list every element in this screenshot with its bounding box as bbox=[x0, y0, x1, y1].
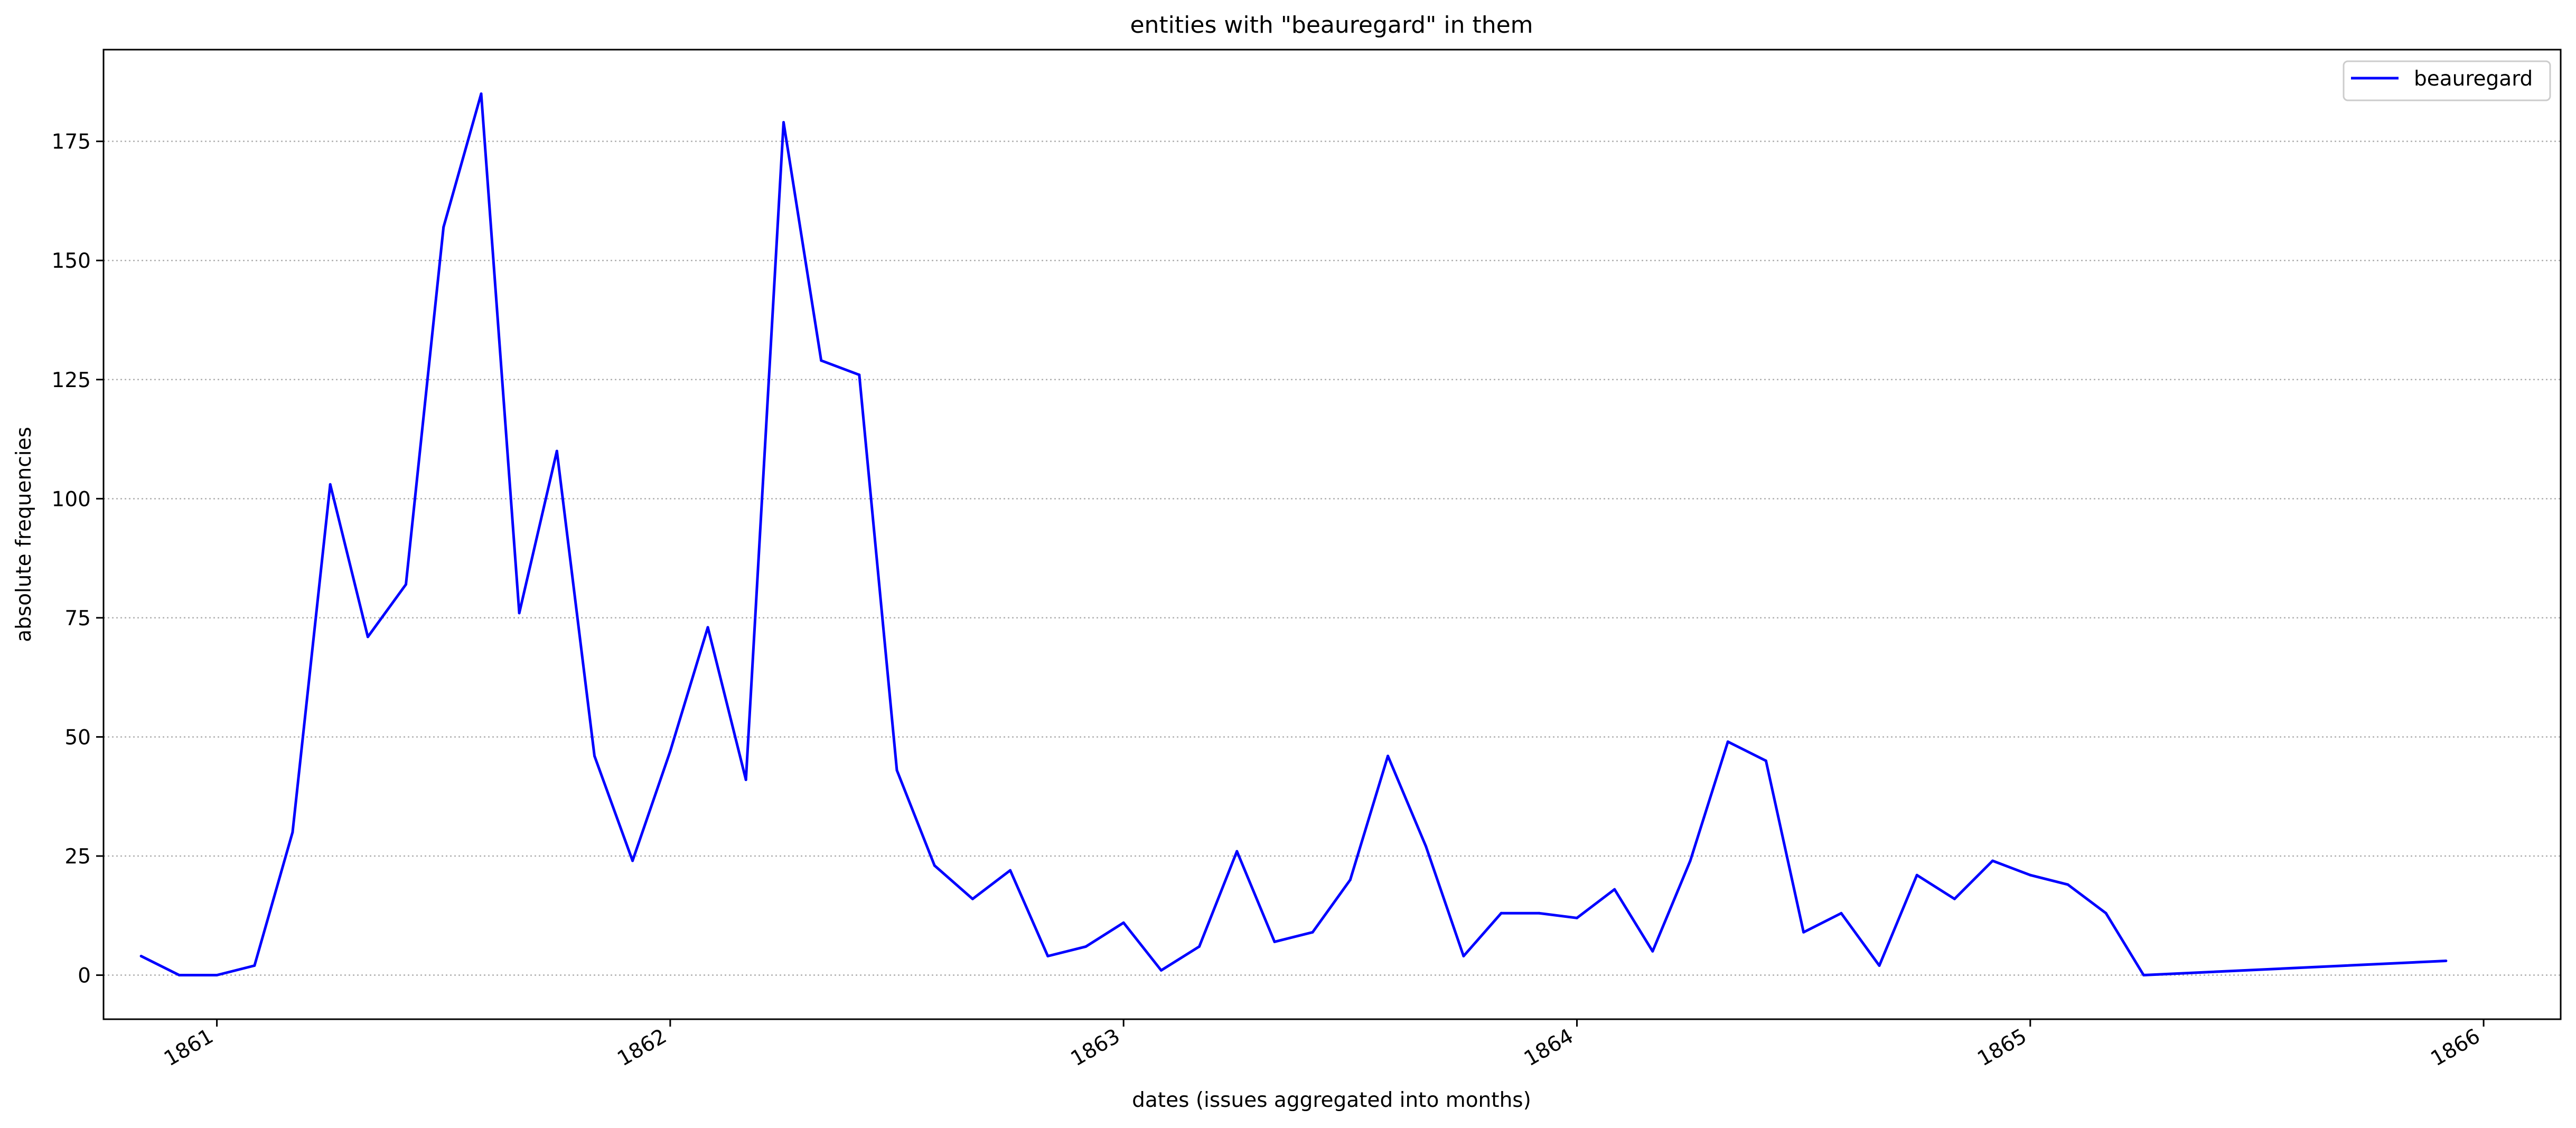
data-point bbox=[1348, 878, 1352, 881]
data-point bbox=[1009, 869, 1012, 872]
data-point bbox=[1802, 930, 1805, 934]
y-tick-label: 150 bbox=[52, 249, 91, 273]
data-point bbox=[669, 750, 672, 753]
data-point bbox=[2142, 974, 2145, 976]
data-point bbox=[1425, 845, 1428, 848]
y-tick-label: 175 bbox=[52, 130, 91, 154]
data-point bbox=[291, 831, 294, 834]
data-point bbox=[1462, 955, 1465, 957]
plot-area-frame bbox=[102, 49, 2562, 1020]
data-point bbox=[744, 778, 747, 782]
data-point bbox=[2029, 873, 2032, 877]
data-point bbox=[1046, 955, 1050, 957]
data-point bbox=[1613, 888, 1616, 891]
data-point bbox=[1273, 940, 1276, 943]
data-point bbox=[1764, 759, 1767, 763]
data-point bbox=[1840, 911, 1843, 915]
data-point bbox=[820, 359, 823, 362]
y-tick-label: 75 bbox=[64, 607, 91, 631]
data-point bbox=[216, 974, 219, 976]
y-tick-label: 50 bbox=[64, 726, 91, 749]
data-point bbox=[933, 864, 936, 867]
data-point bbox=[518, 612, 521, 615]
data-point bbox=[1726, 740, 1729, 743]
data-point bbox=[1122, 921, 1125, 924]
y-tick-label: 100 bbox=[52, 487, 91, 511]
data-point bbox=[442, 225, 445, 229]
data-point bbox=[1991, 859, 1994, 862]
data-point bbox=[555, 449, 558, 453]
data-point bbox=[1198, 945, 1201, 948]
data-point bbox=[139, 955, 143, 957]
data-point bbox=[2104, 911, 2107, 915]
data-point bbox=[2444, 960, 2448, 962]
y-tick-label: 125 bbox=[52, 369, 91, 392]
data-point bbox=[405, 583, 407, 586]
data-point bbox=[1915, 873, 1918, 877]
data-point bbox=[1689, 859, 1692, 862]
data-point bbox=[1235, 850, 1239, 853]
legend-label-beauregard: beauregard bbox=[2414, 67, 2533, 91]
data-point bbox=[1878, 964, 1881, 967]
y-axis: 0 25 50 75 100 125 150 175 bbox=[52, 130, 104, 988]
data-point bbox=[2066, 883, 2069, 886]
data-point bbox=[593, 755, 596, 757]
data-point bbox=[1538, 911, 1541, 915]
series-layer bbox=[139, 92, 2448, 976]
x-axis-label: dates (issues aggregated into months) bbox=[1132, 1088, 1531, 1112]
data-point bbox=[253, 964, 256, 967]
data-point bbox=[1311, 930, 1314, 934]
data-point bbox=[366, 635, 369, 638]
data-point bbox=[858, 373, 861, 377]
legend-box bbox=[2343, 60, 2551, 101]
data-point bbox=[782, 121, 785, 124]
data-point bbox=[1500, 911, 1503, 915]
data-point bbox=[971, 897, 974, 900]
y-tick-label: 0 bbox=[78, 964, 91, 988]
chart-title: entities with "beauregard" in them bbox=[1130, 12, 1533, 39]
data-point bbox=[1576, 916, 1578, 919]
data-point bbox=[1159, 969, 1163, 972]
y-tick-label: 25 bbox=[64, 845, 91, 869]
data-point bbox=[1387, 755, 1390, 757]
data-point bbox=[1651, 950, 1654, 953]
data-point bbox=[1953, 897, 1956, 900]
data-point bbox=[480, 92, 483, 95]
data-point bbox=[631, 859, 634, 862]
y-axis-label: absolute frequencies bbox=[12, 427, 36, 642]
legend: beauregard bbox=[2343, 60, 2551, 101]
data-point bbox=[1084, 945, 1088, 948]
data-point bbox=[895, 769, 898, 772]
data-point bbox=[706, 626, 709, 629]
data-point bbox=[177, 974, 181, 976]
data-point bbox=[329, 483, 332, 486]
